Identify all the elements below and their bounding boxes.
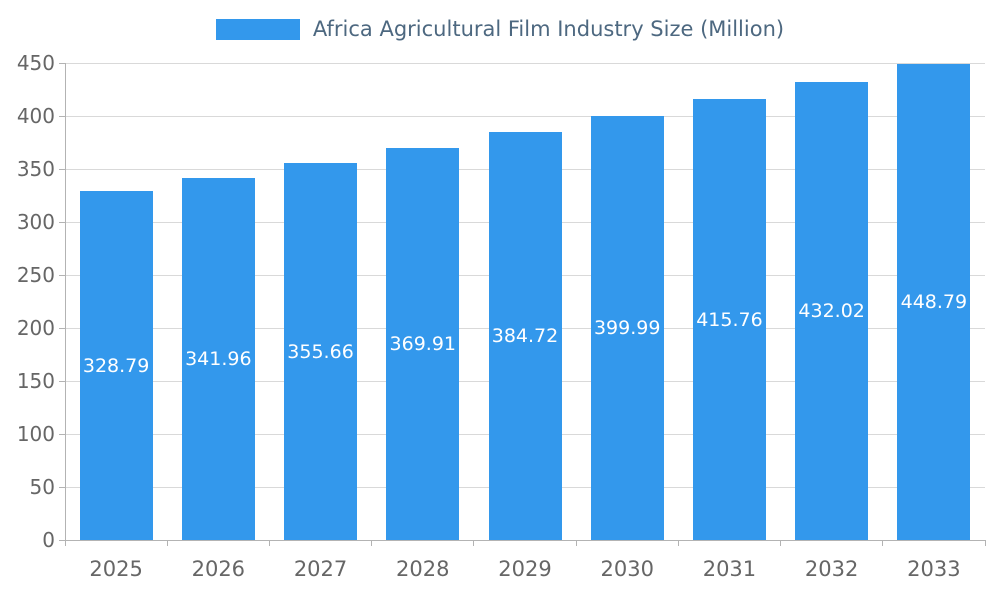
y-tick-label: 100 xyxy=(16,422,55,446)
x-tick-label: 2031 xyxy=(702,557,757,581)
x-axis-tick xyxy=(780,540,782,546)
bar-value-label: 384.72 xyxy=(491,325,559,348)
y-axis-tick xyxy=(59,433,65,435)
y-tick-label: 350 xyxy=(16,157,55,181)
bar-value-label: 415.76 xyxy=(696,308,763,331)
y-axis-tick xyxy=(59,115,65,117)
bar[interactable]: 448.79 xyxy=(897,64,971,540)
x-tick-label: 2030 xyxy=(600,557,654,581)
bar[interactable]: 341.96 xyxy=(181,177,255,540)
bar-value-label: 448.79 xyxy=(900,291,968,314)
x-axis-tick xyxy=(64,540,66,546)
y-tick-label: 400 xyxy=(16,104,55,128)
bar[interactable]: 369.91 xyxy=(386,147,460,540)
x-axis-tick xyxy=(984,540,986,546)
x-axis-tick xyxy=(677,540,679,546)
y-tick-label: 300 xyxy=(16,210,55,234)
x-tick-label: 2033 xyxy=(907,557,961,581)
bar-value-label: 399.99 xyxy=(593,317,661,339)
chart-title: Africa Agricultural Film Industry Size (… xyxy=(312,17,785,41)
x-axis-tick xyxy=(473,540,475,546)
y-tick-label: 250 xyxy=(16,263,55,287)
x-axis-tick xyxy=(575,540,577,546)
bar-value-label: 341.96 xyxy=(185,347,252,370)
x-axis-tick xyxy=(882,540,884,546)
x-axis-tick xyxy=(166,540,168,546)
bar-value-label: 328.79 xyxy=(82,354,150,377)
bar[interactable]: 415.76 xyxy=(692,99,766,540)
y-gridline xyxy=(65,115,985,117)
x-tick-label: 2026 xyxy=(191,557,246,581)
y-axis-tick xyxy=(59,168,65,170)
bar[interactable]: 399.99 xyxy=(590,116,664,540)
bar[interactable]: 432.02 xyxy=(795,82,869,540)
x-tick-label: 2027 xyxy=(293,557,348,581)
bar[interactable]: 328.79 xyxy=(79,191,153,540)
y-gridline xyxy=(65,62,985,64)
y-axis-tick xyxy=(59,486,65,488)
y-axis-tick xyxy=(59,539,65,541)
y-axis-tick xyxy=(59,274,65,276)
y-tick-label: 150 xyxy=(16,369,55,393)
x-axis-tick xyxy=(371,540,373,546)
plot-area: 328.79 341.96 355.66 369.91 384.72 399.99 415.… xyxy=(65,62,985,540)
x-axis-tick xyxy=(268,540,270,546)
bar[interactable]: 384.72 xyxy=(488,132,562,540)
y-axis-tick xyxy=(59,221,65,223)
x-tick-label: 2028 xyxy=(396,557,450,581)
chart-legend[interactable]: Africa Agricultural Film Industry Size (… xyxy=(0,17,1000,41)
x-axis-line xyxy=(64,540,986,541)
y-axis-tick xyxy=(59,62,65,64)
y-axis-line xyxy=(64,63,66,540)
y-tick-label: 50 xyxy=(29,475,55,499)
y-axis-tick xyxy=(59,327,65,329)
bar-value-label: 432.02 xyxy=(798,300,865,323)
legend-swatch-icon xyxy=(215,18,300,40)
y-tick-label: 0 xyxy=(42,528,55,552)
bar-value-label: 355.66 xyxy=(287,340,354,363)
x-tick-label: 2032 xyxy=(804,557,859,581)
y-tick-label: 450 xyxy=(16,51,55,75)
x-tick-label: 2029 xyxy=(498,557,552,581)
bar-value-label: 369.91 xyxy=(389,332,456,355)
bar[interactable]: 355.66 xyxy=(284,163,358,540)
x-tick-label: 2025 xyxy=(89,557,143,581)
y-tick-label: 200 xyxy=(16,316,55,340)
y-axis-tick xyxy=(59,380,65,382)
